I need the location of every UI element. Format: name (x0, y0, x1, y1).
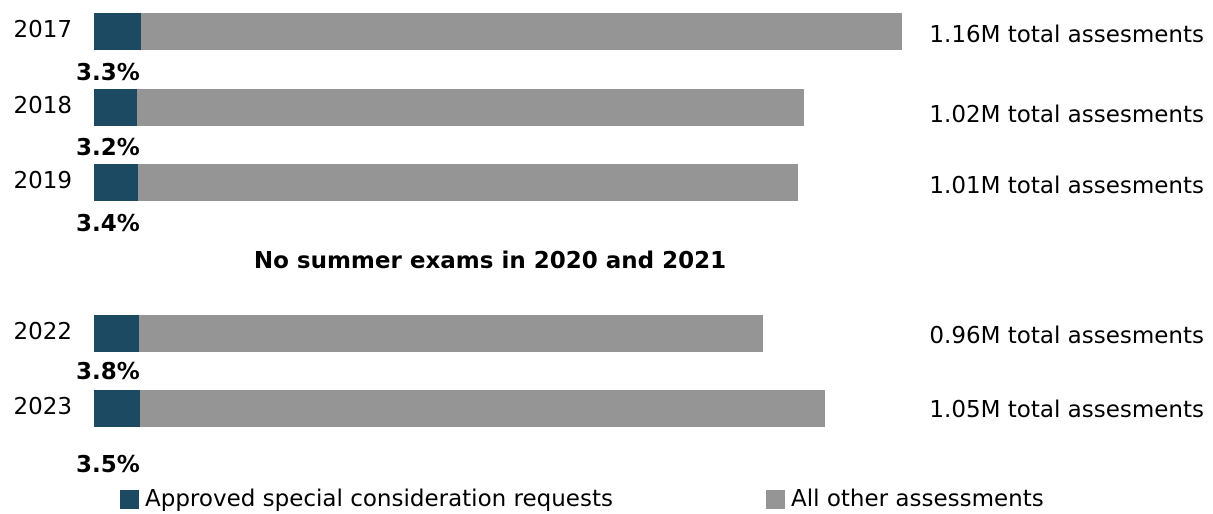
bar-approved-2022 (94, 315, 139, 352)
bar-other-2023 (94, 390, 825, 427)
legend-item-other: All other assessments (766, 484, 1044, 514)
total-label-2022: 0.96M total assesments (929, 323, 1204, 349)
year-label-2019: 2019 (13, 168, 72, 194)
total-label-2018: 1.02M total assesments (929, 102, 1204, 128)
year-label-2023: 2023 (13, 394, 72, 420)
pct-label-2019: 3.4% (76, 211, 140, 237)
legend: Approved special consideration requests … (120, 484, 1120, 514)
pct-label-2023: 3.5% (76, 452, 140, 478)
total-label-2023: 1.05M total assesments (929, 397, 1204, 423)
gap-note: No summer exams in 2020 and 2021 (253, 248, 727, 274)
bar-other-2022 (94, 315, 763, 352)
legend-swatch-other (766, 489, 785, 509)
legend-label-approved: Approved special consideration requests (145, 486, 613, 512)
bar-approved-2017 (94, 13, 141, 50)
bar-approved-2023 (94, 390, 140, 427)
year-label-2018: 2018 (13, 93, 72, 119)
bar-other-2018 (94, 89, 804, 126)
pct-label-2022: 3.8% (76, 359, 140, 385)
year-label-2022: 2022 (13, 319, 72, 345)
bar-other-2017 (94, 13, 902, 50)
total-label-2019: 1.01M total assesments (929, 173, 1204, 199)
year-label-2017: 2017 (13, 17, 72, 43)
legend-swatch-approved (120, 489, 139, 509)
bar-other-2019 (94, 164, 798, 201)
total-label-2017: 1.16M total assesments (929, 22, 1204, 48)
bar-approved-2018 (94, 89, 137, 126)
bar-approved-2019 (94, 164, 138, 201)
pct-label-2017: 3.3% (76, 60, 140, 86)
pct-label-2018: 3.2% (76, 135, 140, 161)
legend-item-approved: Approved special consideration requests (120, 484, 613, 514)
legend-label-other: All other assessments (791, 486, 1044, 512)
